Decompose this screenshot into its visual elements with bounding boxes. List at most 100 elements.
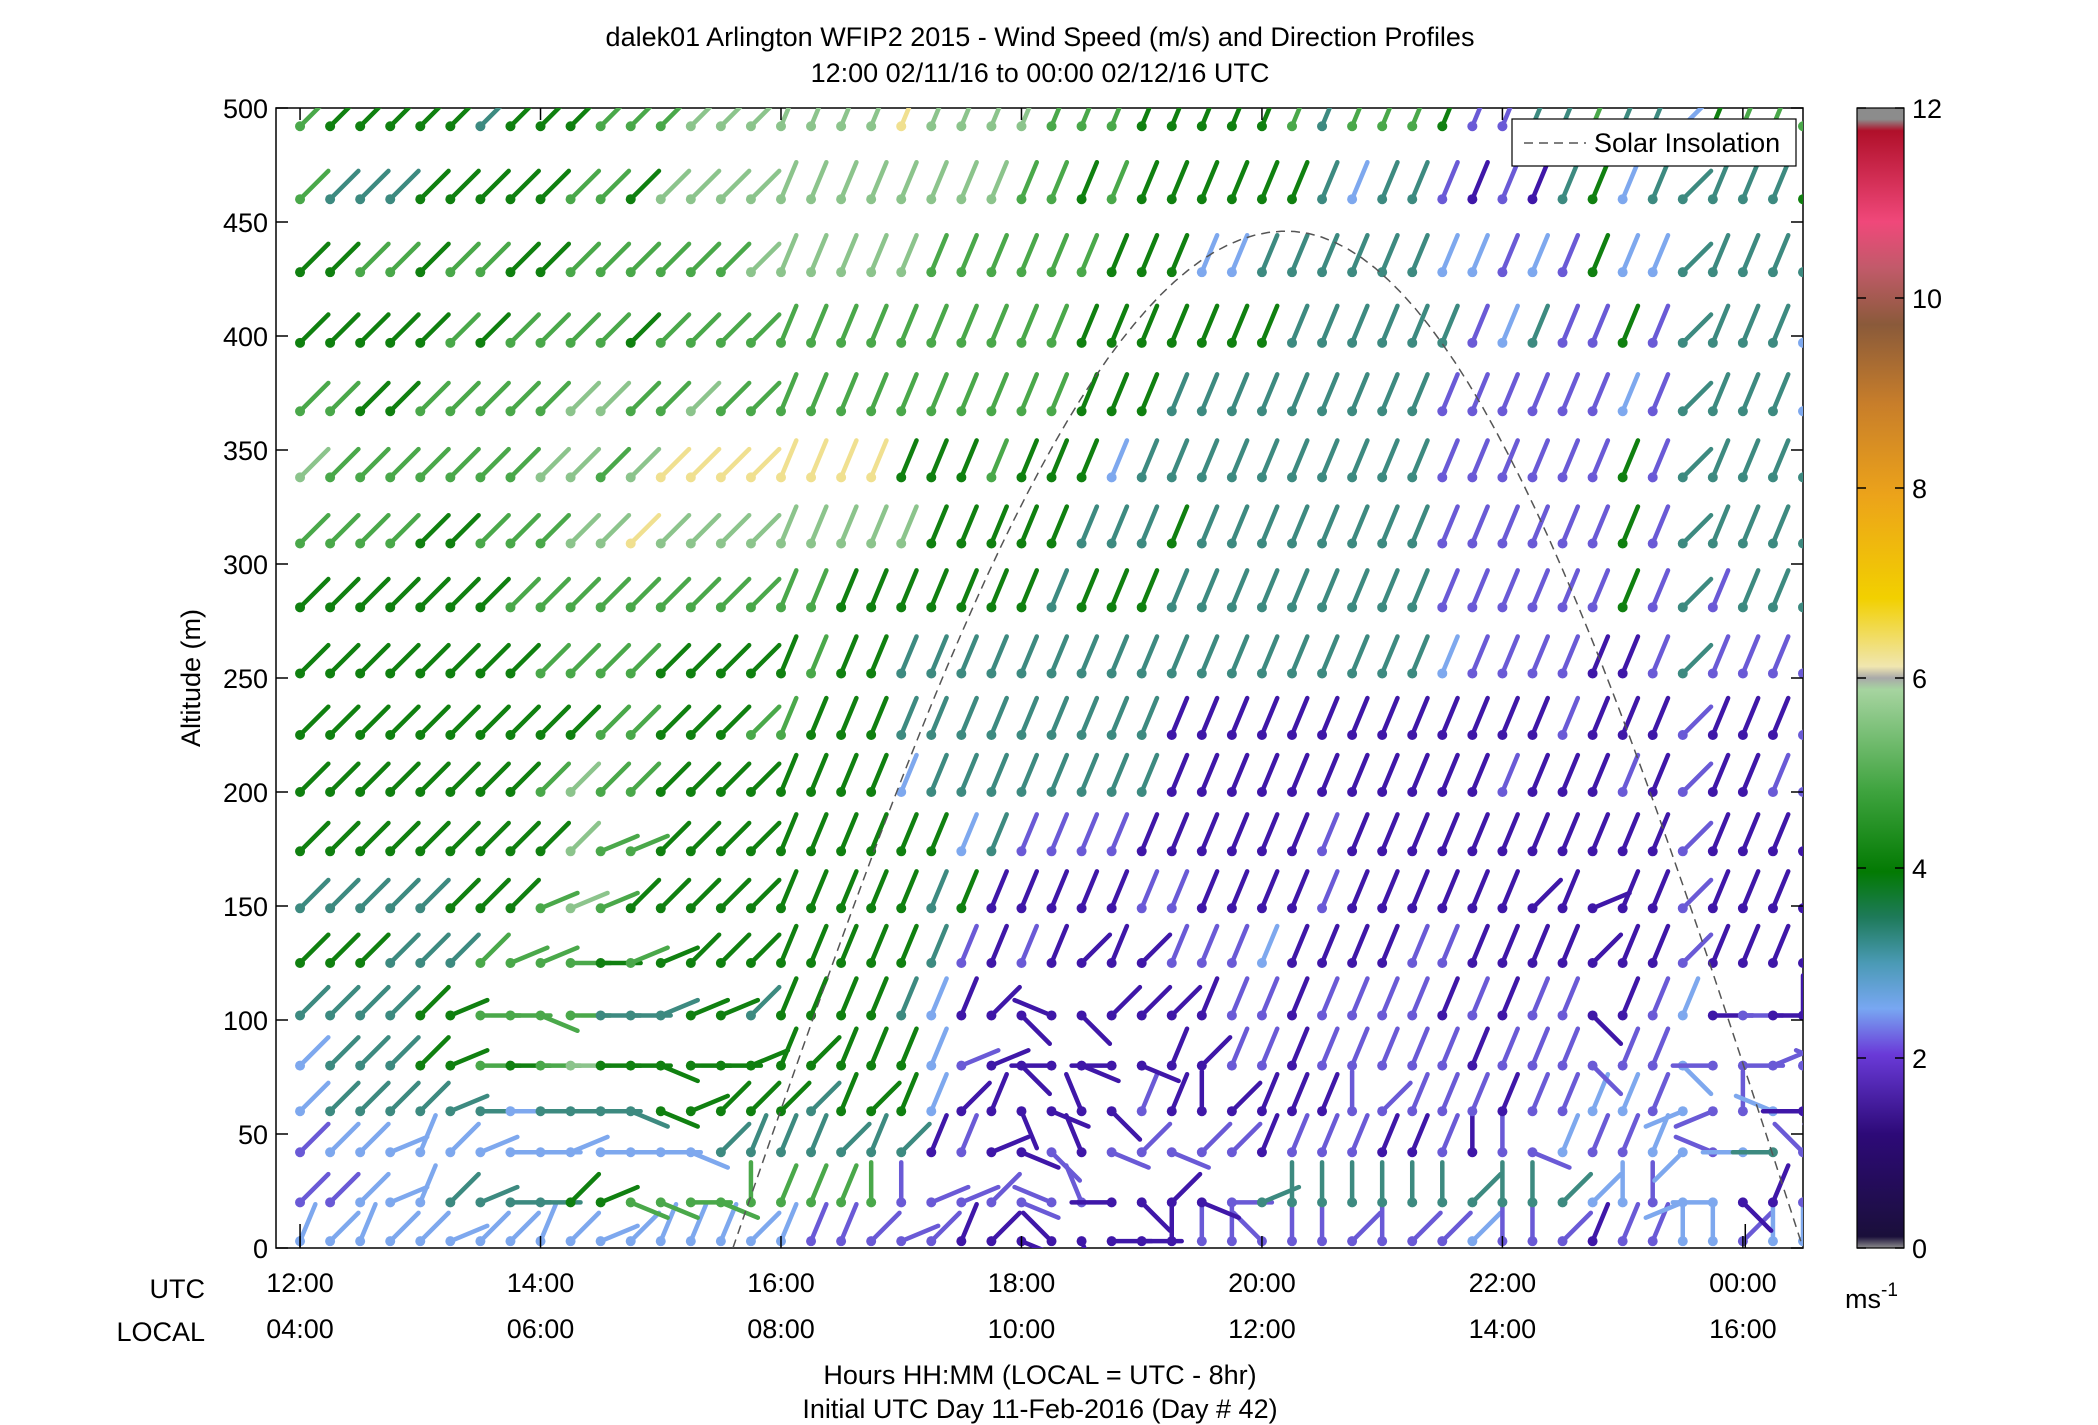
wind-barb-origin — [1828, 730, 1838, 740]
wind-barb-origin — [1467, 194, 1478, 205]
wind-barb-origin — [355, 668, 366, 679]
wind-barb-origin — [1196, 846, 1207, 857]
wind-barb — [778, 232, 799, 275]
wind-barb-origin — [1256, 406, 1267, 417]
wind-barb — [1500, 438, 1520, 480]
wind-barb-origin — [1737, 337, 1748, 348]
wind-barb — [297, 1171, 331, 1205]
wind-barb-origin — [1166, 1106, 1177, 1117]
wind-barb-origin — [1166, 602, 1177, 613]
wind-barb-origin — [1016, 194, 1027, 205]
wind-barb-origin — [325, 1010, 336, 1021]
wind-barb — [838, 438, 859, 480]
wind-barb-origin — [806, 1106, 817, 1117]
wind-barb-origin — [1166, 1147, 1177, 1158]
wind-barb — [1440, 438, 1460, 480]
wind-barb-origin — [1828, 958, 1838, 968]
wind-barb-origin — [926, 194, 937, 205]
wind-barb-origin — [1136, 787, 1147, 797]
wind-barb — [2043, 570, 2058, 607]
wind-barb-origin — [1527, 337, 1538, 348]
wind-barb — [688, 108, 713, 129]
wind-barb-origin — [1557, 406, 1568, 417]
wind-barb — [808, 504, 829, 546]
wind-barb-origin — [625, 472, 636, 483]
wind-barb-origin — [475, 472, 486, 483]
wind-barb-origin — [505, 903, 516, 914]
wind-barb — [959, 568, 979, 610]
wind-barb-origin — [1046, 1147, 1057, 1158]
wind-barb-origin — [1046, 846, 1057, 857]
wind-barb — [778, 1026, 799, 1068]
wind-barb-origin — [1076, 194, 1087, 205]
wind-barb — [1289, 634, 1310, 676]
wind-barb-origin — [866, 1147, 877, 1158]
wind-barb — [1079, 752, 1100, 795]
wind-barb-origin — [1256, 958, 1267, 968]
wind-barb — [898, 695, 919, 738]
wind-barb — [1109, 923, 1130, 966]
wind-barb-origin — [1978, 903, 1988, 913]
wind-barb — [538, 820, 572, 854]
wind-barb — [1560, 438, 1581, 480]
wind-barb-origin — [655, 846, 666, 857]
wind-barb-origin — [655, 337, 666, 348]
wind-barb-origin — [385, 1197, 396, 1208]
wind-barb-origin — [1737, 1010, 1748, 1021]
wind-barb-origin — [1136, 406, 1147, 417]
wind-barb — [778, 438, 799, 480]
wind-barb-origin — [595, 1147, 606, 1158]
wind-barb-origin — [1828, 1236, 1838, 1246]
wind-barb — [1259, 695, 1280, 738]
wind-barb — [357, 576, 391, 610]
wind-barb-origin — [836, 1106, 847, 1117]
wind-barb-origin — [1196, 538, 1207, 549]
wind-barb — [718, 576, 752, 610]
wind-barb — [1289, 812, 1310, 854]
wind-barb-origin — [1256, 1106, 1267, 1117]
wind-barb — [929, 504, 949, 546]
wind-barb-origin — [415, 1197, 426, 1208]
wind-barb-origin — [1106, 538, 1117, 549]
colorbar-tick-label: 6 — [1912, 664, 1927, 694]
wind-barb-origin — [866, 668, 877, 679]
wind-barb — [868, 108, 882, 129]
wind-barb-origin — [1136, 1147, 1147, 1158]
wind-barb — [959, 976, 979, 1018]
wind-barb — [778, 923, 799, 966]
wind-barb-origin — [295, 1106, 306, 1117]
wind-barb — [1349, 812, 1370, 854]
x-tick-label-local: 04:00 — [266, 1314, 334, 1344]
wind-barb-origin — [1587, 1060, 1598, 1071]
wind-barb-origin — [1647, 194, 1658, 205]
x-axis: 12:0004:0014:0006:0016:0008:0018:0010:00… — [266, 108, 1777, 1344]
wind-barb-origin — [1076, 1236, 1087, 1247]
wind-barb — [1740, 438, 1761, 480]
wind-barb — [1199, 1121, 1233, 1155]
wind-barb-origin — [1948, 958, 1958, 968]
wind-barb-origin — [415, 1106, 426, 1117]
wind-barb-origin — [866, 602, 877, 613]
wind-barb — [1019, 504, 1040, 546]
wind-barb — [1409, 568, 1430, 610]
wind-barb — [1740, 923, 1761, 966]
wind-barb-origin — [325, 538, 336, 549]
wind-barb-origin — [535, 121, 546, 132]
wind-barb-origin — [2008, 787, 2018, 797]
wind-barb — [628, 108, 653, 129]
wind-barb-origin — [1918, 903, 1928, 913]
wind-barb-origin — [1377, 1197, 1388, 1208]
wind-barb-origin — [625, 846, 636, 857]
wind-barb — [1953, 636, 1968, 673]
wind-barb-origin — [1196, 1236, 1207, 1247]
wind-barb-origin — [926, 1147, 937, 1158]
wind-barb-origin — [565, 668, 576, 679]
wind-barb — [1983, 698, 1998, 735]
wind-barb — [2043, 871, 2058, 908]
wind-barb — [778, 568, 799, 610]
wind-barb-origin — [1557, 194, 1568, 205]
wind-barb — [1710, 812, 1731, 854]
wind-barb-origin — [625, 1010, 636, 1021]
wind-barb — [598, 108, 623, 129]
wind-barb-origin — [1978, 668, 1988, 678]
